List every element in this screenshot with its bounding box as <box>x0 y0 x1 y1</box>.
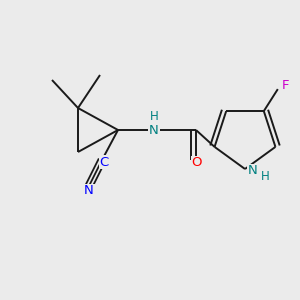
Text: C: C <box>99 155 109 169</box>
Text: N: N <box>84 184 94 197</box>
Text: H: H <box>261 170 269 184</box>
Text: O: O <box>192 157 202 169</box>
Text: N: N <box>248 164 258 178</box>
Text: N: N <box>149 124 159 136</box>
Text: H: H <box>150 110 158 122</box>
Text: F: F <box>282 79 290 92</box>
